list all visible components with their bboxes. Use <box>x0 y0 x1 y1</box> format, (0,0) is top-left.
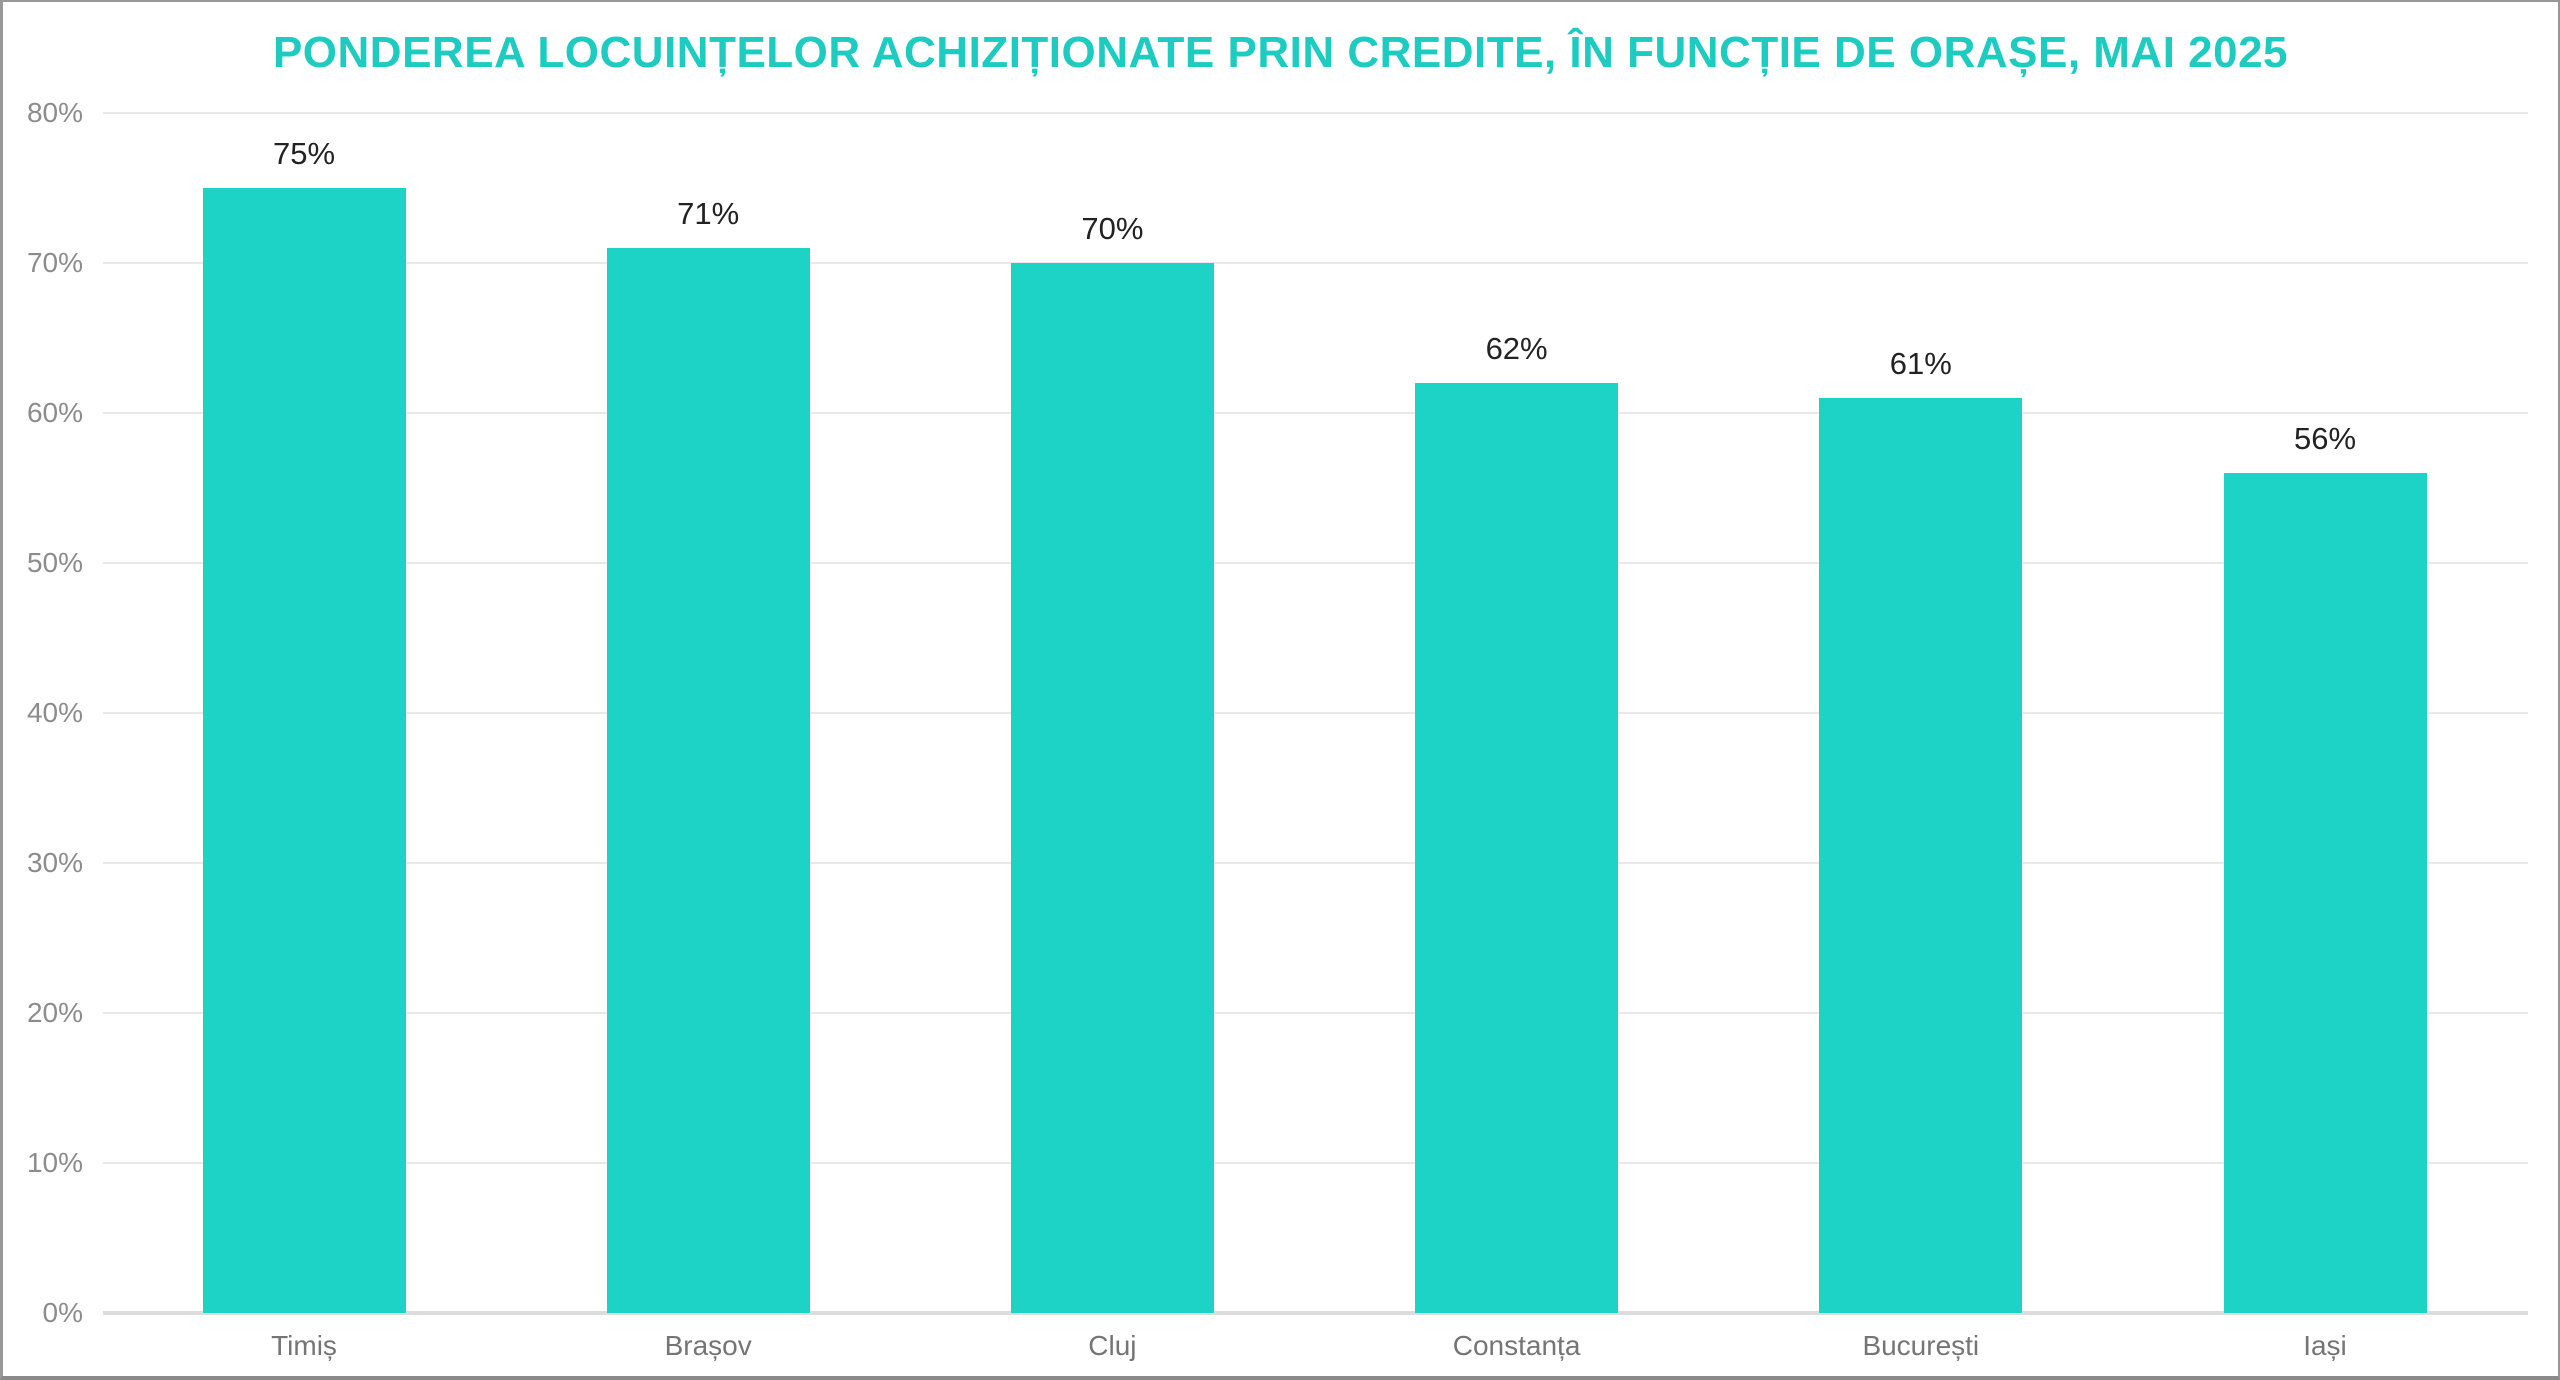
y-axis-tick-label-60: 60% <box>26 397 83 428</box>
bar-value-label-timis: 75% <box>272 136 336 171</box>
gridline-50 <box>103 562 2528 564</box>
bar-value-label-brasov: 71% <box>677 196 740 231</box>
y-axis-tick-label-80: 80% <box>26 97 83 128</box>
bar-value-label-bucuresti: 61% <box>1889 346 1952 381</box>
x-axis-category-label-timis: Timiș <box>271 1330 337 1361</box>
x-axis-category-label-bucuresti: București <box>1862 1330 1980 1361</box>
bar-iasi <box>2223 473 2427 1313</box>
bar-value-label-cluj: 70% <box>1081 211 1144 246</box>
x-axis-category-label-brasov: Brașov <box>664 1330 752 1361</box>
bar-value-label-constanta: 62% <box>1485 331 1548 366</box>
gridline-0 <box>103 1311 2528 1315</box>
gridline-30 <box>103 862 2528 864</box>
bar-timis <box>202 188 406 1313</box>
gridline-80 <box>103 112 2528 114</box>
y-axis-tick-label-70: 70% <box>26 247 83 278</box>
x-axis-category-label-constanta: Constanța <box>1452 1330 1581 1361</box>
bar-cluj <box>1010 263 1214 1313</box>
bar-bucuresti <box>1819 398 2023 1313</box>
chart-title: PONDEREA LOCUINȚELOR ACHIZIȚIONATE PRIN … <box>272 28 2289 77</box>
y-axis-tick-label-40: 40% <box>26 697 83 728</box>
gridline-10 <box>103 1162 2528 1164</box>
gridline-40 <box>103 712 2528 714</box>
x-axis-category-label-cluj: Cluj <box>1088 1330 1137 1361</box>
x-axis-category-label-iasi: Iași <box>2303 1330 2347 1361</box>
gridline-70 <box>103 262 2528 264</box>
bar-brasov <box>606 248 810 1313</box>
y-axis-tick-label-50: 50% <box>26 547 83 578</box>
bar-constanta <box>1415 383 1619 1313</box>
plot-area: 80% 70% 60% 50% 40% 30% 20% 10% 0% 75% Timiș 71% Bra… <box>3 2 2558 1376</box>
gridline-20 <box>103 1012 2528 1014</box>
y-axis-tick-label-20: 20% <box>26 997 83 1028</box>
gridline-60 <box>103 412 2528 414</box>
y-axis-tick-label-10: 10% <box>26 1147 83 1178</box>
y-axis-tick-label-30: 30% <box>26 847 83 878</box>
bar-value-label-iasi: 56% <box>2293 421 2357 456</box>
y-axis-tick-label-0: 0% <box>42 1297 83 1328</box>
